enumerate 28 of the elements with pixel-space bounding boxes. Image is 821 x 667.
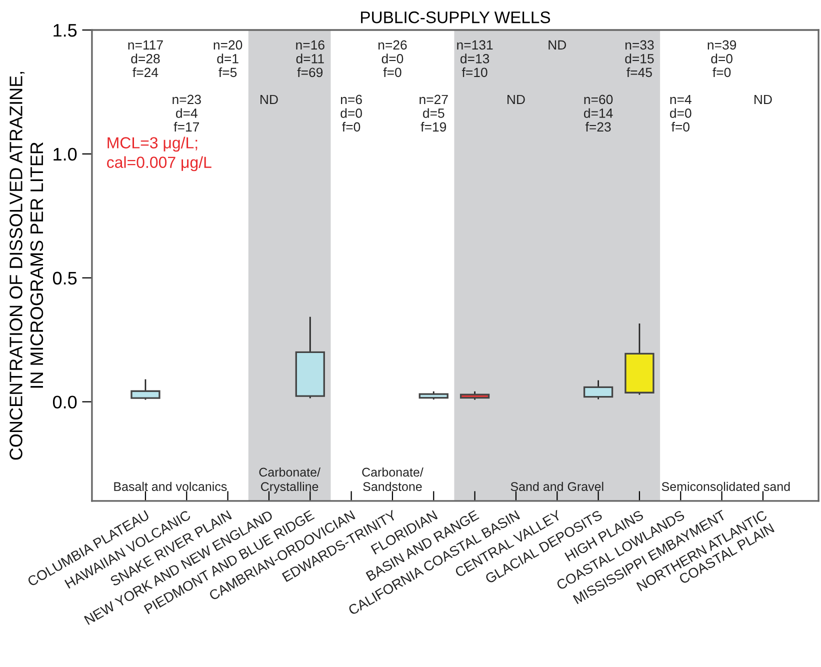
annotation: Carbonate/ Sandstone xyxy=(362,467,424,492)
annotation: n=131 d=13 f=10 xyxy=(457,40,493,78)
y-tick-label: 1.0 xyxy=(54,148,77,161)
annotation: n=117 d=28 f=24 xyxy=(128,40,163,77)
y-tick-label: 1.5 xyxy=(54,24,77,37)
annotation: n=27 d=5 f=19 xyxy=(420,94,448,132)
annotation: Basalt and volcanics xyxy=(114,482,227,492)
annotation: n=23 d=4 f=17 xyxy=(172,94,201,132)
annotation: n=39 d=0 f=0 xyxy=(708,40,736,78)
annotation: ND xyxy=(754,94,772,104)
y-axis-title: CONCENTRATION OF DISSOLVED ATRAZINE, IN MICROGRAMS PER LITER xyxy=(10,72,44,460)
annotation: n=60 d=14 f=23 xyxy=(584,94,613,132)
annotation: n=4 d=0 f=0 xyxy=(670,94,692,132)
y-tick-label: 0.5 xyxy=(52,272,77,285)
annotation: ND xyxy=(260,94,278,104)
annotation: ND xyxy=(508,94,525,104)
annotation: n=16 d=11 f=69 xyxy=(296,40,324,78)
annotation: n=6 d=0 f=0 xyxy=(340,94,362,132)
annotation: ND xyxy=(548,40,566,50)
annotation: MCL=3 μg/L; cal=0.007 μg/L xyxy=(107,136,212,172)
chart-title: PUBLIC-SUPPLY WELLS xyxy=(361,11,550,24)
band-label: Sand and Gravel xyxy=(510,482,604,492)
annotation: n=33 d=15 f=45 xyxy=(625,40,654,78)
annotation: Semiconsolidated sand xyxy=(662,482,790,492)
annotation: n=26 d=0 f=0 xyxy=(378,40,407,78)
y-tick-label: 0.0 xyxy=(52,396,77,408)
band-label: Carbonate/ Crystalline xyxy=(259,467,320,494)
annotation: n=20 d=1 f=5 xyxy=(214,40,242,78)
